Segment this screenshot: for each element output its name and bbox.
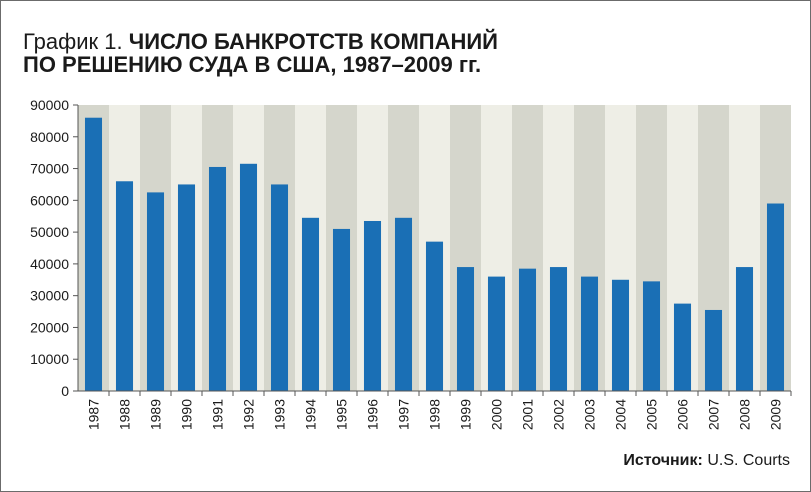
bar-1987 bbox=[84, 117, 103, 391]
y-tick-label: 10000 bbox=[30, 351, 69, 367]
title-main: ЧИСЛО БАНКРОТСТВ КОМПАНИЙ bbox=[128, 29, 498, 54]
title-prefix: График 1. bbox=[23, 29, 123, 54]
y-tick-label: 80000 bbox=[30, 129, 69, 145]
x-tick-label: 1993 bbox=[272, 399, 288, 430]
bar-2006 bbox=[673, 303, 692, 391]
x-tick-label: 2002 bbox=[551, 399, 567, 430]
bar-2007 bbox=[704, 309, 723, 391]
x-tick-label: 1988 bbox=[117, 399, 133, 430]
bar-1995 bbox=[332, 228, 351, 391]
bar-1994 bbox=[301, 217, 320, 391]
bar-1999 bbox=[456, 267, 475, 391]
x-tick-label: 1998 bbox=[427, 399, 443, 430]
bar-2008 bbox=[735, 267, 754, 391]
y-tick-label: 30000 bbox=[30, 288, 69, 304]
bar-1988 bbox=[115, 181, 134, 391]
y-tick-label: 20000 bbox=[30, 319, 69, 335]
source-note: Источник: U.S. Courts bbox=[623, 452, 790, 470]
bar-2005 bbox=[642, 281, 661, 391]
x-tick-label: 2000 bbox=[489, 399, 505, 430]
x-tick-label: 1989 bbox=[148, 399, 164, 430]
x-tick-label: 2005 bbox=[644, 399, 660, 430]
y-tick-label: 0 bbox=[61, 383, 69, 399]
x-tick-label: 2008 bbox=[737, 399, 753, 430]
x-tick-label: 1994 bbox=[303, 399, 319, 430]
bar-1989 bbox=[146, 192, 165, 391]
x-tick-label: 1997 bbox=[396, 399, 412, 430]
bar-1996 bbox=[363, 220, 382, 391]
bar-1992 bbox=[239, 163, 258, 391]
bar-1993 bbox=[270, 184, 289, 391]
bar-2004 bbox=[611, 279, 630, 391]
y-tick-label: 40000 bbox=[30, 256, 69, 272]
bar-1991 bbox=[208, 166, 227, 391]
y-tick-label: 50000 bbox=[30, 224, 69, 240]
chart-title: График 1. ЧИСЛО БАНКРОТСТВ КОМПАНИЙ ПО Р… bbox=[23, 30, 498, 76]
x-tick-label: 1992 bbox=[241, 399, 257, 430]
source-value: U.S. Courts bbox=[707, 452, 790, 469]
x-tick-label: 2004 bbox=[613, 399, 629, 430]
bar-2009 bbox=[766, 203, 785, 391]
x-tick-label: 2003 bbox=[582, 399, 598, 430]
x-tick-label: 1995 bbox=[334, 399, 350, 430]
source-label: Источник: bbox=[623, 452, 703, 469]
bar-1998 bbox=[425, 241, 444, 391]
x-tick-label: 2006 bbox=[675, 399, 691, 430]
x-tick-label: 1999 bbox=[458, 399, 474, 430]
title-line-1: График 1. ЧИСЛО БАНКРОТСТВ КОМПАНИЙ bbox=[23, 30, 498, 53]
x-tick-label: 2009 bbox=[768, 399, 784, 430]
x-tick-label: 1987 bbox=[86, 399, 102, 430]
bar-2003 bbox=[580, 276, 599, 391]
y-tick-label: 60000 bbox=[30, 192, 69, 208]
bar-2000 bbox=[487, 276, 506, 391]
y-tick-label: 70000 bbox=[30, 161, 69, 177]
x-tick-label: 1996 bbox=[365, 399, 381, 430]
x-tick-label: 2001 bbox=[520, 399, 536, 430]
x-tick-label: 2007 bbox=[706, 399, 722, 430]
y-tick-label: 90000 bbox=[30, 97, 69, 113]
bar-1990 bbox=[177, 184, 196, 391]
x-tick-label: 1990 bbox=[179, 399, 195, 430]
bar-1997 bbox=[394, 217, 413, 391]
bar-2001 bbox=[518, 268, 537, 391]
x-tick-label: 1991 bbox=[210, 399, 226, 430]
bar-2002 bbox=[549, 267, 568, 391]
title-line-2: ПО РЕШЕНИЮ СУДА В США, 1987–2009 гг. bbox=[23, 52, 482, 77]
